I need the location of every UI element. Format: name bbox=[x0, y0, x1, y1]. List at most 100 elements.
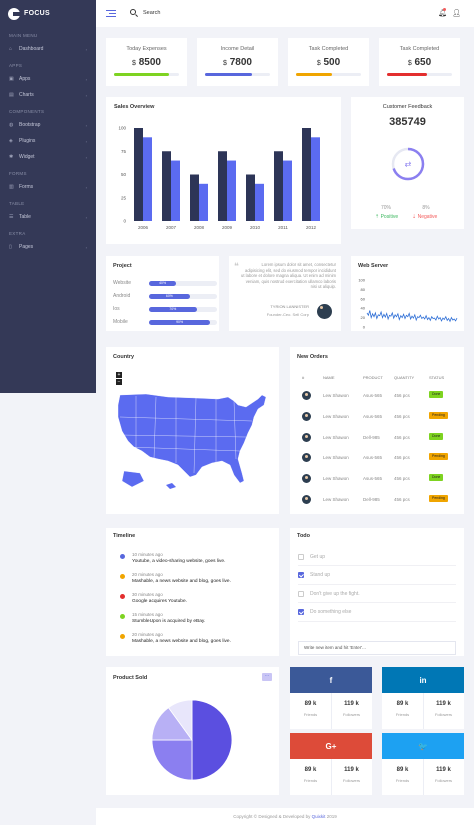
zoom-in-button[interactable]: + bbox=[116, 372, 122, 378]
more-options-button[interactable]: ··· bbox=[262, 673, 272, 681]
timeline-dot bbox=[120, 594, 125, 599]
table-row[interactable]: Lew Shawon Asus-565 456 pcs Pending bbox=[290, 409, 464, 425]
product-sold-card: Product Sold ··· bbox=[106, 667, 279, 795]
footer-year: 2019 bbox=[326, 814, 337, 819]
product-sold-title: Product Sold bbox=[113, 675, 148, 681]
status-badge: Done bbox=[429, 391, 444, 398]
search-input[interactable]: Search bbox=[143, 10, 161, 16]
table-row[interactable]: Lew Shawon Asus-565 456 pcs Done bbox=[290, 388, 464, 404]
sidebar-item-plugins[interactable]: ◈ Plugins › bbox=[0, 133, 96, 149]
home-icon: ⌂ bbox=[9, 46, 13, 52]
todo-title: Todo bbox=[297, 533, 311, 539]
stat-currency: $ bbox=[316, 60, 321, 67]
sidebar-item-table[interactable]: ☰ Table › bbox=[0, 209, 96, 225]
todo-item[interactable]: Stand up bbox=[298, 567, 456, 585]
y-tick-label: 50 bbox=[121, 172, 127, 177]
search-icon[interactable] bbox=[130, 9, 136, 15]
timeline-text: Mashable, a news website and blog, goes … bbox=[132, 579, 231, 584]
quote-avatar bbox=[317, 304, 332, 319]
todo-item[interactable]: Don't give up the fight. bbox=[298, 585, 456, 603]
table-row[interactable]: Lew Shawon Dell-985 456 pcs Done bbox=[290, 430, 464, 446]
chart-icon: ▤ bbox=[9, 92, 14, 98]
twitter-header[interactable]: 🐦 bbox=[382, 733, 464, 759]
web-server-line bbox=[366, 310, 458, 323]
sidebar-item-widget[interactable]: ✱ Widget › bbox=[0, 149, 96, 165]
y-tick-label: 0 bbox=[363, 325, 366, 330]
stat-value: $ 650 bbox=[379, 57, 460, 68]
friends-count: 89 k bbox=[396, 701, 409, 707]
followers-count: 119 k bbox=[436, 701, 451, 707]
quote-icon: ❝ bbox=[234, 261, 239, 271]
facebook-header[interactable]: f bbox=[290, 667, 372, 693]
sidebar-item-label: Plugins bbox=[19, 138, 36, 144]
timeline-text: Mashable, a news website and blog, goes … bbox=[132, 639, 231, 644]
sidebar-item-apps[interactable]: ▣ Apps › bbox=[0, 71, 96, 87]
timeline-time: 10 minutes ago bbox=[132, 552, 163, 557]
zoom-out-button[interactable]: − bbox=[116, 379, 122, 385]
pie-slice bbox=[167, 699, 193, 742]
sidebar-item-pages[interactable]: ▯ Pages › bbox=[0, 239, 96, 255]
bell-icon[interactable]: 🔔︎ bbox=[438, 10, 447, 17]
stat-progress-fill bbox=[114, 73, 170, 76]
sidebar-item-label: Dashboard bbox=[19, 46, 44, 52]
linkedin-header[interactable]: in bbox=[382, 667, 464, 693]
stat-label: Today Expenses bbox=[126, 46, 167, 52]
sales-bar bbox=[134, 128, 143, 221]
sales-bar bbox=[283, 160, 292, 221]
google-plus-header[interactable]: G+ bbox=[290, 733, 372, 759]
project-progress-track: 60% bbox=[149, 293, 217, 299]
todo-checkbox[interactable] bbox=[298, 553, 304, 560]
project-row: Ios 70% bbox=[113, 304, 217, 314]
followers-label: Followers bbox=[434, 712, 453, 717]
stat-card: Task Completed $ 500 bbox=[288, 38, 369, 86]
stat-value: $ 7800 bbox=[197, 57, 278, 68]
y-tick-label: 20 bbox=[361, 315, 366, 320]
stat-card: Income Detail $ 7800 bbox=[197, 38, 278, 86]
x-tick-label: 2012 bbox=[306, 225, 317, 230]
menu-section-title: MAIN MENU bbox=[9, 33, 38, 38]
hamburger-icon[interactable] bbox=[106, 10, 116, 17]
sidebar-item-bootstrap[interactable]: ◍ Bootstrap › bbox=[0, 117, 96, 133]
quote-role: Founder-Ceo. Sell Corp bbox=[266, 312, 309, 317]
sales-bar bbox=[227, 160, 236, 221]
sidebar-item-label: Table bbox=[19, 214, 31, 220]
table-row[interactable]: Lew Shawon Asus-565 456 pcs Done bbox=[290, 471, 464, 487]
y-tick-label: 0 bbox=[123, 219, 126, 224]
todo-checkbox[interactable] bbox=[298, 609, 304, 615]
positive-pct: 70% bbox=[380, 205, 391, 211]
brand[interactable]: FOCUS bbox=[0, 0, 96, 27]
customer-feedback-card: Customer Feedback 385749 ⇄ 70% 8% ⇡ Posi… bbox=[351, 97, 464, 229]
sidebar-item-dashboard[interactable]: ⌂ Dashboard › bbox=[0, 41, 96, 57]
status-badge: Pending bbox=[429, 495, 448, 502]
sidebar-item-label: Forms bbox=[19, 184, 34, 190]
x-tick-label: 2007 bbox=[166, 225, 177, 230]
menu-section-title: APPS bbox=[9, 63, 23, 68]
divider bbox=[331, 693, 332, 729]
social-card-facebook: f 89 k 119 k Friends Followers bbox=[290, 667, 372, 729]
sidebar-item-forms[interactable]: ▥ Forms › bbox=[0, 179, 96, 195]
todo-checkbox[interactable] bbox=[298, 590, 304, 597]
table-row[interactable]: Lew Shawon Dell-985 456 pcs Pending bbox=[290, 492, 464, 508]
todo-checkbox[interactable] bbox=[298, 572, 304, 578]
user-icon[interactable]: 👤︎ bbox=[452, 10, 461, 17]
x-tick-label: 2009 bbox=[222, 225, 233, 230]
table-row[interactable]: Lew Shawon Asus-565 456 pcs Pending bbox=[290, 450, 464, 466]
google-plus-icon: G+ bbox=[325, 741, 337, 751]
apps-icon: ▣ bbox=[9, 76, 14, 82]
todo-input[interactable]: Write new item and hit 'Enter'... bbox=[298, 641, 456, 655]
todo-item[interactable]: Do something else bbox=[298, 604, 456, 622]
menu-section-title: TABLE bbox=[9, 201, 25, 206]
friends-label: Friends bbox=[395, 712, 410, 717]
project-label: Mobile bbox=[113, 319, 128, 325]
svg-text:⇄: ⇄ bbox=[405, 160, 412, 169]
sidebar-item-charts[interactable]: ▤ Charts › bbox=[0, 87, 96, 103]
social-card-linkedin: in 89 k 119 k Friends Followers bbox=[382, 667, 464, 729]
stat-progress-track bbox=[296, 73, 361, 76]
chevron-right-icon: › bbox=[85, 214, 87, 220]
shield-icon: ◈ bbox=[9, 138, 13, 144]
usa-map[interactable] bbox=[106, 347, 279, 514]
todo-item[interactable]: Get up bbox=[298, 548, 456, 566]
stat-progress-track bbox=[387, 73, 452, 76]
footer-brand-link[interactable]: Quixkit bbox=[311, 814, 326, 819]
chevron-right-icon: › bbox=[85, 184, 87, 190]
